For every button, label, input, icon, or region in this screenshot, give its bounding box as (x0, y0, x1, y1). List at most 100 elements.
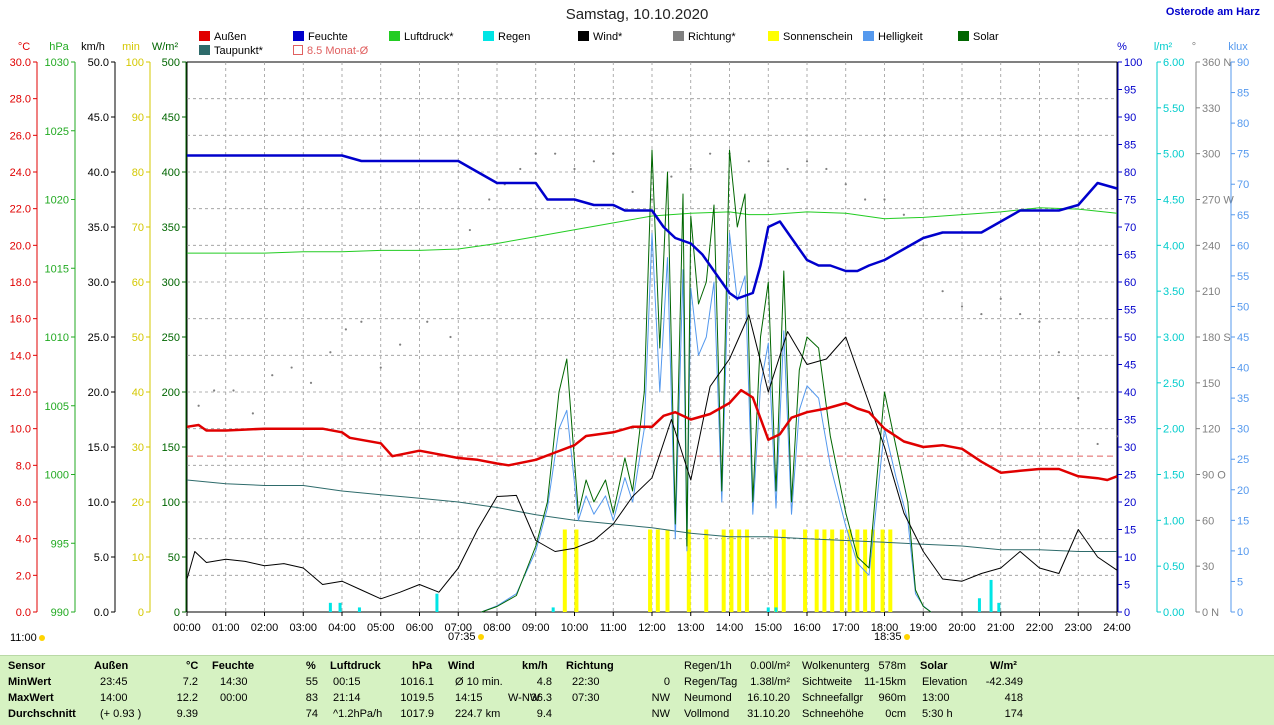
hum-axis-label: 45 (1124, 360, 1136, 372)
legend-label: Wind* (593, 31, 623, 43)
press-axis-label: 990 (51, 607, 69, 619)
stats-cloud-value: 11-15km (864, 676, 906, 688)
stats-feuchte-time: 14:30 (220, 676, 248, 688)
press-axis-label: 1010 (45, 332, 69, 344)
x-axis-label: 08:00 (483, 622, 511, 634)
sunshine-bar (737, 529, 742, 612)
rain-axis-label: 0.00 (1163, 607, 1184, 619)
lux-axis-label: 65 (1237, 210, 1249, 222)
x-axis-label: 19:00 (909, 622, 937, 634)
temp-axis-label: 24.0 (10, 167, 31, 179)
helligkeit-series-line (481, 232, 932, 613)
direction-point (449, 335, 452, 339)
temp-axis-label: 6.0 (16, 497, 31, 509)
x-axis-label: 03:00 (289, 622, 317, 634)
temp-axis-label: 16.0 (10, 314, 31, 326)
stats-cloud-value: 960m (878, 692, 906, 704)
legend-swatch (483, 31, 494, 41)
x-axis-label: 06:00 (406, 622, 434, 634)
temp-axis-label: 26.0 (10, 130, 31, 142)
direction-point (468, 228, 471, 232)
direction-point (426, 320, 429, 323)
chart-bars (328, 529, 1001, 612)
direction-point (1115, 435, 1119, 438)
solar-axis-label: 200 (162, 387, 180, 399)
dir-axis-label: 60 (1202, 515, 1214, 527)
direction-point (670, 175, 673, 178)
hum-axis-label: 50 (1124, 332, 1136, 344)
direction-point (1019, 312, 1022, 316)
hum-axis-label: 70 (1124, 222, 1136, 234)
legend-item: Regen (483, 31, 530, 43)
stats-wind-direction: W-NW (508, 692, 541, 704)
legend-swatch (199, 45, 210, 55)
solar-axis-label: 250 (162, 332, 180, 344)
auen-series-line (186, 388, 1118, 482)
temp-axis-label: 28.0 (10, 94, 31, 106)
legend-swatch (293, 45, 303, 55)
legend-swatch (958, 31, 969, 41)
solar-axis-label: 150 (162, 442, 180, 454)
wind-axis-unit: km/h (81, 41, 105, 53)
solar-axis-unit: W/m² (152, 41, 179, 53)
rain-bar (328, 602, 332, 612)
sunshine-bar (830, 529, 835, 612)
rain-bar (989, 579, 993, 612)
direction-point (1038, 320, 1041, 323)
temp-axis-unit: °C (18, 41, 30, 53)
sunshine-bar (665, 529, 670, 612)
stats-richtung-value: NW (651, 692, 670, 704)
stats-cloud-label: Sichtweite (802, 676, 853, 688)
x-axis-label: 07:00 (444, 622, 472, 634)
rain-axis-label: 1.50 (1163, 470, 1184, 482)
direction-point (786, 167, 789, 171)
sun-icon (38, 635, 45, 641)
direction-point (883, 198, 886, 201)
stats-luftdruck-value: 1016.1 (400, 676, 434, 688)
stats-wind-text: Ø 10 min. (455, 676, 503, 688)
x-axis-label: 13:00 (677, 622, 705, 634)
stats-wind-value: 36.3 (530, 692, 552, 704)
lux-axis-label: 85 (1237, 88, 1249, 100)
hum-axis-unit: % (1117, 41, 1127, 53)
dir-axis-label: 120 (1202, 424, 1220, 436)
stats-cloud-label: Schneehöhe (802, 708, 864, 720)
solar-axis-label: 400 (162, 167, 180, 179)
legend-label: Sonnenschein (783, 31, 853, 43)
wind-axis-label: 15.0 (88, 442, 109, 454)
x-axis-label: 23:00 (1064, 622, 1092, 634)
sun-axis-label: 0 (138, 607, 144, 619)
legend-item: Solar (958, 31, 999, 43)
rain-bar (774, 607, 778, 612)
sun-axis-label: 90 (132, 112, 144, 124)
lux-axis-label: 30 (1237, 424, 1249, 436)
legend-label: Helligkeit (878, 31, 923, 43)
legend-item: Helligkeit (863, 31, 923, 43)
temp-axis-label: 30.0 (10, 57, 31, 69)
wind-axis-label: 10.0 (88, 497, 109, 509)
stats-feuchte-value: 74 (305, 708, 318, 720)
lux-axis-label: 40 (1237, 363, 1249, 375)
lux-axis-label: 20 (1237, 485, 1249, 497)
x-axis-label: 01:00 (212, 622, 240, 634)
stats-header-richtung: Richtung (566, 660, 614, 672)
hum-axis-label: 55 (1124, 305, 1136, 317)
stats-wind-text: 14:15 (455, 692, 483, 704)
rain-axis-label: 6.00 (1163, 57, 1184, 69)
stats-aussen-time: 23:45 (100, 676, 128, 688)
rain-axis-unit: l/m² (1154, 41, 1173, 53)
direction-point (844, 183, 847, 186)
lux-axis-label: 70 (1237, 179, 1249, 191)
direction-point (805, 160, 809, 163)
x-axis-label: 18:00 (871, 622, 899, 634)
sun-axis-label: 100 (126, 57, 144, 69)
direction-point (271, 374, 274, 377)
sun-axis-label: 30 (132, 442, 144, 454)
lux-axis-label: 60 (1237, 240, 1249, 252)
sunshine-bar (729, 529, 734, 612)
lux-axis-label: 55 (1237, 271, 1249, 283)
solar-axis-label: 450 (162, 112, 180, 124)
lux-axis-label: 45 (1237, 332, 1249, 344)
stats-aussen-value: 9.39 (176, 708, 198, 720)
taupunkt-series-line (186, 479, 1117, 552)
